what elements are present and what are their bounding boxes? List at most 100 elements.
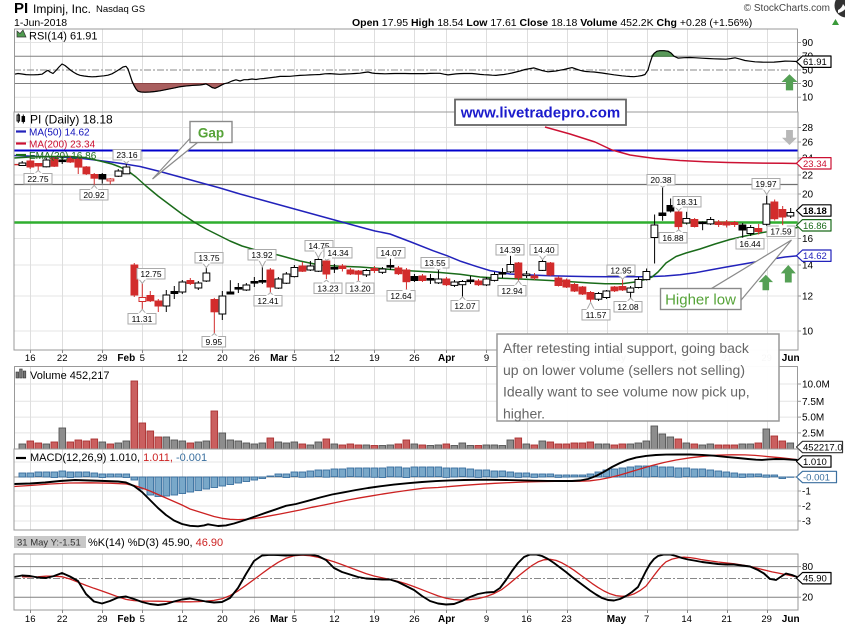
- svg-text:29: 29: [97, 614, 108, 625]
- svg-text:Gap: Gap: [198, 126, 224, 141]
- svg-text:EMA(20) 16.86: EMA(20) 16.86: [29, 151, 97, 162]
- svg-text:5: 5: [140, 353, 145, 364]
- svg-text:22: 22: [57, 614, 68, 625]
- svg-text:up on lower volume (sellers no: up on lower volume (sellers not selling): [503, 362, 745, 378]
- svg-text:12.08: 12.08: [617, 302, 639, 312]
- svg-text:14: 14: [802, 261, 814, 272]
- svg-text:16.86: 16.86: [803, 221, 827, 232]
- svg-text:30: 30: [802, 79, 814, 90]
- svg-text:Higher low: Higher low: [665, 292, 736, 309]
- svg-text:26: 26: [409, 614, 420, 625]
- svg-text:12: 12: [329, 353, 340, 364]
- svg-text:higher.: higher.: [503, 405, 545, 421]
- svg-text:9.95: 9.95: [206, 337, 223, 347]
- svg-text:20: 20: [802, 593, 814, 604]
- svg-text:16.88: 16.88: [662, 233, 684, 243]
- svg-text:23.34: 23.34: [803, 159, 827, 170]
- svg-text:90: 90: [802, 38, 814, 49]
- svg-text:Mar: Mar: [270, 614, 288, 625]
- svg-text:20: 20: [217, 614, 228, 625]
- svg-text:11.57: 11.57: [586, 310, 607, 320]
- svg-text:Jun: Jun: [782, 353, 800, 364]
- svg-text:22: 22: [57, 353, 68, 364]
- svg-text:13.20: 13.20: [349, 283, 371, 293]
- svg-text:18.31: 18.31: [676, 197, 698, 207]
- svg-text:Feb: Feb: [117, 614, 135, 625]
- svg-text:10: 10: [802, 93, 814, 104]
- svg-text:© StockCharts.com: © StockCharts.com: [744, 3, 830, 14]
- svg-text:29: 29: [97, 353, 108, 364]
- svg-text:%K(14) %D(3) 45.90, 46.90: %K(14) %D(3) 45.90, 46.90: [88, 537, 223, 549]
- svg-text:After retesting intial support: After retesting intial support, going ba…: [503, 340, 750, 356]
- svg-text:22.75: 22.75: [27, 174, 49, 184]
- svg-text:Feb: Feb: [117, 353, 135, 364]
- svg-text:1-Jun-2018: 1-Jun-2018: [14, 17, 67, 29]
- svg-text:5: 5: [292, 614, 297, 625]
- svg-text:12: 12: [329, 614, 340, 625]
- svg-text:20: 20: [217, 353, 228, 364]
- svg-text:12.07: 12.07: [454, 301, 476, 311]
- svg-text:26: 26: [409, 353, 420, 364]
- svg-text:MA(50) 14.62: MA(50) 14.62: [29, 128, 90, 139]
- svg-text:23: 23: [561, 614, 572, 625]
- svg-text:Apr: Apr: [438, 614, 455, 625]
- svg-text:20: 20: [802, 190, 814, 201]
- svg-text:14: 14: [681, 614, 692, 625]
- svg-text:7.5M: 7.5M: [802, 397, 824, 408]
- svg-text:14.40: 14.40: [533, 245, 555, 255]
- svg-text:16: 16: [25, 614, 36, 625]
- svg-text:17.59: 17.59: [770, 226, 792, 236]
- svg-text:61.91: 61.91: [803, 57, 827, 68]
- svg-text:19: 19: [369, 614, 380, 625]
- svg-text:19.97: 19.97: [755, 179, 777, 189]
- svg-text:16: 16: [802, 234, 814, 245]
- svg-text:12.64: 12.64: [390, 291, 412, 301]
- svg-text:Open 17.95 High 18.54 Low 17.6: Open 17.95 High 18.54 Low 17.61 Close 18…: [352, 17, 752, 29]
- svg-text:31 May Y:-1.51: 31 May Y:-1.51: [17, 538, 81, 549]
- svg-text:5.0M: 5.0M: [802, 413, 824, 424]
- svg-text:12: 12: [177, 353, 188, 364]
- svg-text:Impinj, Inc.: Impinj, Inc.: [33, 2, 91, 16]
- svg-text:5: 5: [140, 614, 145, 625]
- svg-text:10.0M: 10.0M: [802, 380, 830, 391]
- svg-text:Ideally want to see volume now: Ideally want to see volume now pick up,: [503, 384, 750, 400]
- svg-text:12.75: 12.75: [140, 269, 162, 279]
- svg-text:20.38: 20.38: [650, 175, 672, 185]
- svg-text:16: 16: [521, 614, 532, 625]
- svg-text:29: 29: [761, 614, 772, 625]
- svg-text:RSI(14) 61.91: RSI(14) 61.91: [29, 31, 97, 43]
- svg-text:PI (Daily) 18.18: PI (Daily) 18.18: [30, 113, 113, 127]
- svg-text:13.75: 13.75: [198, 253, 220, 263]
- svg-text:19: 19: [369, 353, 380, 364]
- svg-text:12.41: 12.41: [257, 296, 279, 306]
- svg-text:Nasdaq GS: Nasdaq GS: [96, 4, 145, 15]
- svg-text:26: 26: [249, 353, 260, 364]
- svg-text:7: 7: [644, 614, 649, 625]
- svg-text:11.31: 11.31: [132, 314, 153, 324]
- svg-text:80: 80: [802, 562, 814, 573]
- svg-text:50: 50: [802, 66, 814, 77]
- svg-text:10: 10: [802, 327, 814, 338]
- svg-text:Volume 452,217: Volume 452,217: [30, 370, 110, 382]
- svg-text:13.55: 13.55: [424, 258, 446, 268]
- svg-text:May: May: [607, 614, 627, 625]
- svg-text:12.95: 12.95: [610, 265, 632, 275]
- svg-text:14.75: 14.75: [308, 241, 330, 251]
- svg-text:452217.0: 452217.0: [803, 443, 843, 454]
- svg-text:www.livetradepro.com: www.livetradepro.com: [460, 105, 621, 122]
- svg-text:26: 26: [249, 614, 260, 625]
- svg-text:14.07: 14.07: [380, 248, 402, 258]
- svg-text:Jun: Jun: [782, 614, 800, 625]
- svg-text:26: 26: [802, 138, 814, 149]
- svg-text:20.92: 20.92: [83, 190, 105, 200]
- svg-text:28: 28: [802, 123, 814, 134]
- svg-text:12: 12: [802, 292, 814, 303]
- svg-text:1.010: 1.010: [803, 457, 827, 468]
- svg-text:16: 16: [25, 353, 36, 364]
- svg-text:18.18: 18.18: [803, 206, 827, 217]
- svg-text:Apr: Apr: [438, 353, 455, 364]
- svg-text:14.39: 14.39: [499, 245, 521, 255]
- svg-text:-3: -3: [802, 517, 811, 528]
- svg-text:14.34: 14.34: [327, 248, 349, 258]
- svg-text:Mar: Mar: [270, 353, 288, 364]
